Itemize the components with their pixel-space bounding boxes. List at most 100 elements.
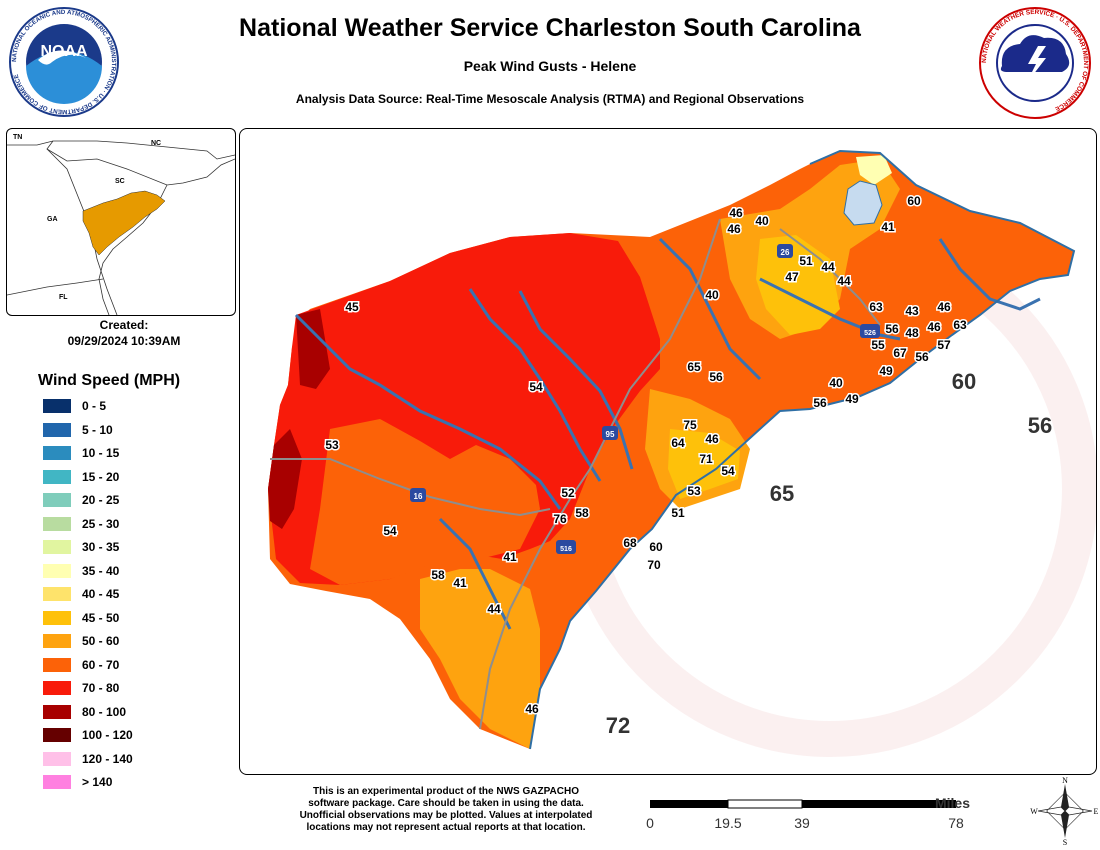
legend-item: 80 - 100 — [42, 702, 126, 722]
wind-gust-observation: 40 — [755, 214, 769, 228]
legend-label: 0 - 5 — [82, 399, 107, 413]
river-pee-dee — [938, 238, 1041, 311]
interstate-516-shield: 516 — [556, 540, 576, 554]
wind-gust-observation: 49 — [845, 392, 859, 406]
legend-label: 60 - 70 — [82, 657, 120, 672]
wind-gust-observation: 67 — [893, 346, 907, 360]
legend-label: 25 - 30 — [82, 516, 120, 531]
wind-gust-observation: 46 — [927, 320, 941, 334]
wind-gust-observation: 46 — [729, 206, 743, 220]
legend-label: 30 - 35 — [82, 540, 120, 554]
disclaimer-line: software package. Care should be taken i… — [308, 798, 584, 809]
scale-bar: Miles 0 19.5 39 78 — [646, 795, 970, 831]
compass-south-label: S — [1063, 838, 1067, 846]
wind-gust-observation: 56 — [885, 322, 899, 336]
legend-swatch — [42, 468, 72, 485]
wind-gust-observation: 46 — [525, 702, 539, 716]
wind-gust-observation: 40 — [705, 288, 719, 302]
wind-gust-observation: 47 — [785, 270, 799, 284]
legend-item: 120 - 140 — [42, 749, 133, 769]
compass-north-label: N — [1062, 776, 1068, 785]
wind-gust-observation: 65 — [687, 360, 701, 374]
legend-item: 30 - 35 — [42, 537, 119, 557]
scale-bar-segment — [650, 800, 728, 808]
river-cooper — [658, 237, 762, 381]
scale-bar-segment — [727, 799, 803, 809]
interstate-26-line — [779, 228, 881, 326]
wind-gust-observation: 63 — [953, 318, 967, 332]
wind-gust-observation: 75 — [683, 418, 697, 432]
legend-label: 70 - 80 — [82, 681, 120, 695]
legend-item: 35 - 40 — [42, 561, 119, 581]
wind-gust-observation: 46 — [937, 300, 951, 314]
legend-label: 20 - 25 — [82, 493, 120, 507]
interstate-shields: 26 95 16 526 516 — [410, 244, 880, 554]
wind-gust-observation: 63 — [869, 300, 883, 314]
river-edisto — [518, 290, 634, 470]
legend-label: 50 - 60 — [82, 634, 120, 648]
wind-gust-observation: 54 — [721, 464, 735, 478]
marine-wind-gust-value: 56 — [1028, 413, 1052, 438]
legend-label: > 140 — [82, 775, 113, 789]
legend-item: 50 - 60 — [42, 631, 119, 651]
legend-item: 0 - 5 — [42, 396, 106, 416]
legend-swatch — [42, 492, 72, 508]
scale-bar-tick: 39 — [794, 815, 810, 831]
land-region-60-70-sw — [310, 419, 540, 585]
wind-gust-observation: 49 — [879, 364, 893, 378]
legend-item: > 140 — [42, 772, 112, 792]
legend-item: 40 - 45 — [42, 584, 119, 604]
nws-logo: NATIONAL WEATHER SERVICE · U.S. DEPARTME… — [979, 7, 1091, 119]
legend-swatch — [42, 562, 72, 579]
legend-swatch — [42, 586, 72, 602]
wind-gust-observation: 53 — [325, 438, 339, 452]
wind-gust-map: 26 95 16 526 516 46 40 46 51 44 47 44 41 60 40 63 4… — [239, 128, 1097, 775]
legend-swatch — [42, 633, 72, 649]
marine-wind-gust-value: 60 — [952, 369, 976, 394]
legend-swatch — [42, 445, 72, 461]
legend-swatch — [42, 539, 72, 555]
interstate-16-line — [270, 458, 551, 517]
wind-gust-observation: 51 — [799, 254, 813, 268]
interstate-516-label: 516 — [560, 546, 572, 553]
interstate-lines — [270, 218, 881, 730]
legend-swatch — [42, 656, 72, 673]
legend-title: Wind Speed (MPH) — [38, 372, 181, 389]
wind-gust-observation: 57 — [937, 338, 951, 352]
wind-gust-observation: 48 — [905, 326, 919, 340]
legend-swatch — [42, 727, 72, 743]
wind-gust-observation: 46 — [705, 432, 719, 446]
legend-item: 25 - 30 — [42, 514, 119, 534]
interstate-95-shield: 95 — [602, 426, 618, 440]
disclaimer-line: This is an experimental product of the N… — [313, 786, 579, 797]
interstate-16-label: 16 — [414, 492, 423, 501]
compass-west-label: W — [1030, 807, 1038, 816]
river-coosawhatchie — [438, 517, 512, 630]
interstate-26-shield: 26 — [777, 244, 793, 258]
marine-labels: 60 56 65 72 — [606, 369, 1052, 738]
interstate-95-line — [479, 218, 721, 730]
river-savannah — [294, 313, 562, 510]
legend-label: 35 - 40 — [82, 563, 120, 578]
interstate-95-label: 95 — [606, 430, 615, 439]
legend-label: 100 - 120 — [82, 728, 133, 742]
interstate-526-shield: 526 — [860, 324, 880, 338]
inset-label-nc: NC — [151, 140, 161, 147]
wind-gust-observation: 64 — [671, 436, 685, 450]
wind-gust-observation: 51 — [671, 506, 685, 520]
interstate-526-label: 526 — [864, 330, 876, 337]
wind-gust-observation: 44 — [487, 602, 501, 616]
wind-gust-observation: 41 — [453, 576, 467, 590]
wind-gust-observation: 44 — [837, 274, 851, 288]
wind-gust-observation: 76 — [553, 512, 567, 526]
land-region-45-50-coast — [668, 429, 740, 499]
wind-gust-observation: 53 — [687, 484, 701, 498]
land-region-35-40-ne — [856, 155, 892, 185]
scale-bar-unit: Miles — [935, 795, 970, 811]
wind-gust-observation: 58 — [575, 506, 589, 520]
disclaimer-line: locations may not represent actual repor… — [306, 822, 586, 833]
disclaimer-line: Unofficial observations may be plotted. … — [299, 810, 593, 821]
wind-gust-observation: 60 — [649, 540, 663, 554]
legend-label: 40 - 45 — [82, 587, 120, 601]
land-region-80-100 — [268, 309, 330, 529]
